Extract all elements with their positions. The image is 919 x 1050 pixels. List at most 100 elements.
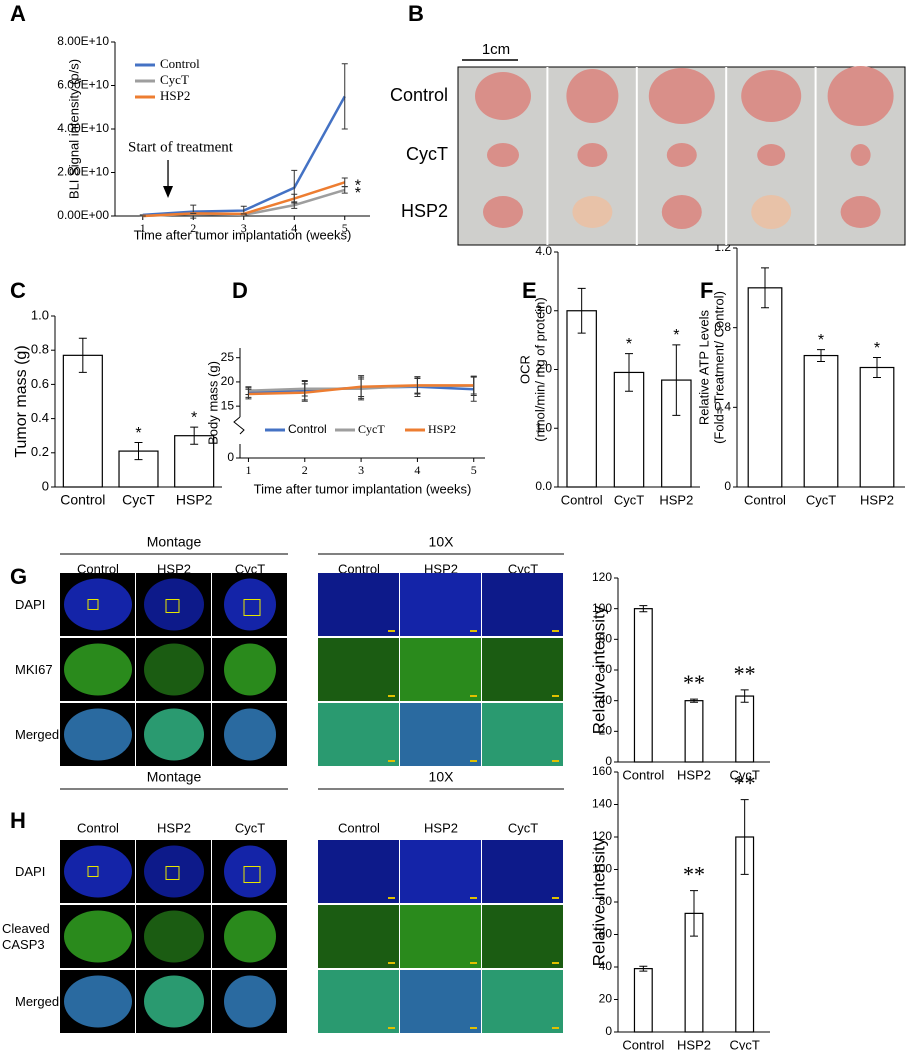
scale-bar-mark <box>388 760 395 762</box>
tissue <box>64 643 132 696</box>
y-axis-title: OCR <box>517 355 532 384</box>
x-tick-label: HSP2 <box>176 492 213 508</box>
zoom-image <box>482 970 563 1033</box>
tissue <box>224 910 276 963</box>
zoom-image <box>400 840 481 903</box>
significance: * <box>135 425 141 442</box>
bar <box>633 608 653 763</box>
scale-bar-mark <box>552 962 559 964</box>
x-axis-title: Time after tumor implantation (weeks) <box>134 227 352 242</box>
tumor <box>850 144 871 166</box>
group-label: Montage <box>147 769 202 785</box>
error-bar <box>78 337 87 373</box>
y-tick-label: 0 <box>724 479 731 493</box>
scale-bar-mark <box>470 630 477 632</box>
significance: * <box>355 185 361 202</box>
x-tick-label: HSP2 <box>659 492 693 507</box>
y-axis-title: Body mass (g) <box>205 361 220 445</box>
row-label: Merged <box>15 994 59 1009</box>
y-tick-label: 2.00E+10 <box>57 165 109 179</box>
y-axis-title: (nmol/min/ mg of protein) <box>532 297 547 442</box>
y-axis-title: (Fold= Treatment/ Control) <box>711 291 726 444</box>
roi-box <box>87 599 99 610</box>
error-bar <box>358 376 365 397</box>
significance: * <box>355 178 361 195</box>
bar <box>735 695 755 763</box>
y-tick-label: 2.0 <box>535 362 552 376</box>
significance: * <box>818 332 824 349</box>
roi-box <box>243 866 261 883</box>
group-label: 10X <box>429 769 455 785</box>
error-bar <box>817 349 825 363</box>
significance: ** <box>734 661 756 686</box>
y-tick-label: 140 <box>592 797 612 811</box>
y-tick-label: 1.0 <box>31 307 49 322</box>
scale-bar-mark <box>388 897 395 899</box>
legend-label: HSP2 <box>428 422 456 436</box>
zoom-image <box>400 573 481 636</box>
error-bar <box>639 965 648 972</box>
bar <box>684 700 704 763</box>
x-tick-label: 1 <box>140 221 146 235</box>
x-tick-label: 3 <box>358 463 364 477</box>
y-tick-label: 0.8 <box>31 342 49 357</box>
x-tick-label: Control <box>561 492 603 507</box>
y-tick-label: 0.2 <box>31 444 49 459</box>
y-tick-label: 8.00E+10 <box>57 34 109 48</box>
significance: ** <box>734 771 756 796</box>
x-tick-label: 4 <box>414 463 420 477</box>
zoom-image <box>400 703 481 766</box>
y-tick-label: 0.0 <box>535 479 552 493</box>
error-bar <box>190 426 199 445</box>
y-tick-label: 160 <box>592 764 612 778</box>
y-tick-label: 6.00E+10 <box>57 78 109 92</box>
y-tick-label: 100 <box>592 862 612 876</box>
group-label: 10X <box>429 534 455 550</box>
y-tick-label: 0 <box>227 450 234 464</box>
legend-label: Control <box>288 422 327 436</box>
significance: * <box>191 409 197 426</box>
x-tick-label: 3 <box>241 221 247 235</box>
x-tick-label: Control <box>622 1037 664 1050</box>
roi-box <box>243 599 261 616</box>
column-label: CycT <box>508 820 538 835</box>
error-bar <box>341 177 348 188</box>
tumor <box>487 143 519 167</box>
x-tick-label: HSP2 <box>677 1037 711 1050</box>
tumor <box>648 68 715 124</box>
tissue <box>144 975 204 1028</box>
axis-break <box>234 417 246 444</box>
y-axis-title: Relative intensity <box>589 605 608 734</box>
column-label: HSP2 <box>424 561 458 576</box>
panel-label: G <box>10 564 27 589</box>
zoom-image <box>482 638 563 701</box>
x-tick-label: Control <box>60 492 105 508</box>
zoom-image <box>318 840 399 903</box>
y-tick-label: 40 <box>599 959 613 973</box>
panel-label: H <box>10 808 26 833</box>
error-bar <box>690 890 698 937</box>
error-bar <box>672 344 681 416</box>
annotation-arrowhead <box>163 186 174 198</box>
zoom-image <box>318 970 399 1033</box>
error-bar <box>470 376 477 395</box>
tissue <box>224 578 276 631</box>
column-label: CycT <box>235 561 265 576</box>
y-tick-label: 100 <box>592 601 612 615</box>
tumor <box>827 66 894 126</box>
x-tick-label: CycT <box>122 492 155 508</box>
scale-bar-mark <box>552 630 559 632</box>
legend-label: Control <box>160 56 200 71</box>
x-tick-label: CycT <box>806 492 836 507</box>
y-tick-label: 0.4 <box>714 400 731 414</box>
significance: ** <box>683 862 705 887</box>
tumor <box>741 70 802 122</box>
scale-bar-mark <box>470 962 477 964</box>
y-tick-label: 15 <box>221 398 235 412</box>
zoom-image <box>318 703 399 766</box>
error-bar <box>134 442 143 461</box>
x-tick-label: 1 <box>245 463 251 477</box>
error-bar <box>639 605 648 613</box>
y-tick-label: 0.4 <box>31 410 49 425</box>
